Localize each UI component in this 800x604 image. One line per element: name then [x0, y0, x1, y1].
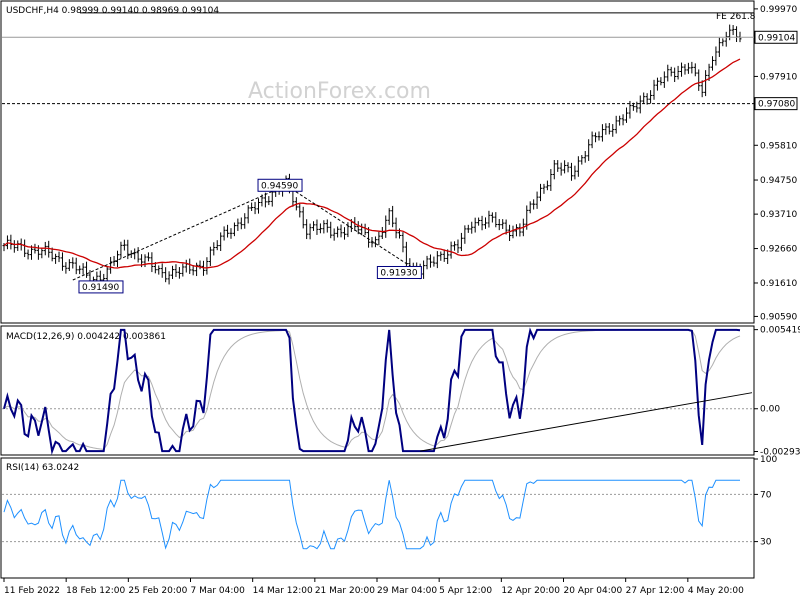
level-price-box-label: 0.97080: [758, 100, 795, 110]
macd-header: MACD(12,26,9) 0.004242 0.003861: [6, 332, 166, 342]
rsi-header: RSI(14) 63.0242: [6, 463, 79, 473]
macd-trendline: [420, 392, 753, 452]
macd-axis-tick-label: 0.005419: [760, 326, 800, 336]
swing-dashed-line: [72, 184, 421, 281]
current-price-box-label: 0.99104: [758, 33, 795, 43]
annotation-label: 0.94590: [261, 181, 298, 191]
level-price-box: [754, 97, 798, 111]
x-tick-label: 14 Mar 12:00: [253, 586, 313, 596]
watermark: ActionForex.com: [248, 79, 431, 104]
x-tick-label: 4 May 20:00: [688, 586, 744, 596]
annotation-box: [257, 178, 303, 192]
price-axis-tick-label: 0.91610: [760, 279, 797, 289]
macd-yaxis: 0.005419 0.00 -0.00293: [754, 326, 800, 458]
price-axis-tick-label: 0.94750: [760, 176, 797, 186]
annotation-label: 0.91930: [380, 268, 417, 278]
price-axis-tick-label: 0.97910: [760, 72, 797, 82]
main-yaxis: 0.99970 0.97910 0.95810 0.94750 0.93710 0.926…: [754, 5, 797, 322]
x-tick-label: 20 Apr 04:00: [564, 586, 623, 596]
main-header: USDCHF,H4 0.98999 0.99140 0.98969 0.9910…: [6, 6, 219, 16]
x-tick-label: 12 Apr 20:00: [501, 586, 560, 596]
annotation-box: [78, 280, 124, 294]
x-tick-label: 7 Mar 04:00: [191, 586, 246, 596]
x-tick-label: 21 Mar 20:00: [315, 586, 375, 596]
macd-axis-tick-label: 0.00: [760, 405, 780, 415]
price-axis-tick-label: 0.95810: [760, 141, 797, 151]
x-axis: 11 Feb 2022 18 Feb 12:00 25 Feb 20:00 7 Mar…: [3, 578, 744, 596]
rsi-plot: [2, 479, 754, 550]
price-axis-tick-label: 0.93710: [760, 210, 797, 220]
price-axis-tick-label: 0.92660: [760, 245, 797, 255]
fe-label: FE 261.8: [716, 12, 756, 22]
price-axis-tick-label: 0.99970: [760, 5, 797, 15]
x-tick-label: 11 Feb 2022: [4, 586, 60, 596]
rsi-panel: [0, 457, 755, 579]
macd-axis-tick-label: -0.00293: [760, 448, 800, 458]
macd-line: [3, 327, 741, 455]
macd-plot: [2, 327, 754, 455]
rsi-axis-tick-label: 100: [760, 455, 777, 465]
rsi-axis-tick-label: 30: [760, 538, 772, 548]
rsi-axis-tick-label: 70: [760, 490, 772, 500]
x-tick-label: 25 Feb 20:00: [128, 586, 187, 596]
x-tick-label: 27 Apr 12:00: [626, 586, 685, 596]
x-tick-label: 5 Apr 12:00: [439, 586, 492, 596]
price-axis-tick-label: 0.90590: [760, 312, 797, 322]
current-price-box: [754, 30, 798, 44]
annotation-label: 0.91490: [82, 283, 119, 293]
moving-average-line: [3, 58, 741, 269]
annotation-box: [376, 265, 422, 279]
rsi-line: [3, 479, 740, 550]
x-tick-label: 18 Feb 12:00: [66, 586, 125, 596]
price-annotations: 0.94590 0.91490 0.91930: [78, 178, 422, 294]
x-tick-label: 29 Mar 04:00: [377, 586, 437, 596]
rsi-yaxis: 100 70 30: [754, 455, 777, 548]
